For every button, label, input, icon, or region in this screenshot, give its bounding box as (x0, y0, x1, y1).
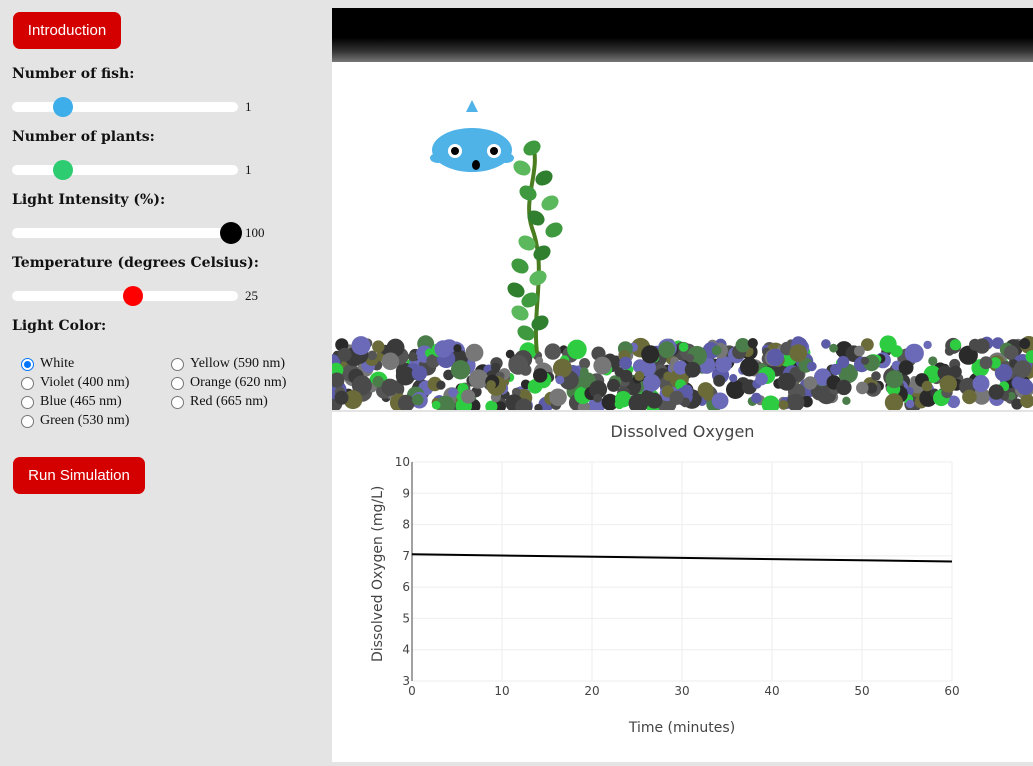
radio-green-label: Green (530 nm) (40, 413, 130, 428)
radio-violet-label: Violet (400 nm) (40, 375, 130, 390)
radio-red-circle[interactable] (171, 395, 184, 409)
control-panel: Introduction Number of fish: 1 Number of… (0, 0, 332, 766)
plant-icon (507, 140, 563, 354)
x-tick-label: 50 (854, 684, 869, 698)
chart-plot: 3 4 5 6 7 8 9 10 0 10 20 30 40 50 60 (395, 455, 960, 698)
temperature-label: Temperature (degrees Celsius): (12, 255, 259, 271)
radio-yellow-label: Yellow (590 nm) (190, 356, 286, 371)
radio-white-circle[interactable] (21, 357, 34, 371)
radio-orange-circle[interactable] (171, 376, 184, 390)
y-axis-title: Dissolved Oxygen (mg/L) (370, 485, 386, 662)
fish-slider[interactable] (12, 97, 238, 117)
x-tick-label: 0 (408, 684, 416, 698)
radio-orange-label: Orange (620 nm) (190, 375, 287, 390)
y-tick-label: 7 (402, 549, 410, 563)
radio-blue-label: Blue (465 nm) (40, 394, 122, 409)
temperature-slider-thumb[interactable] (123, 286, 144, 306)
y-tick-label: 8 (402, 518, 410, 532)
radio-green-circle[interactable] (21, 414, 34, 428)
introduction-button[interactable]: Introduction (13, 12, 121, 49)
radio-red-label: Red (665 nm) (190, 394, 268, 409)
temperature-value: 25 (245, 288, 258, 303)
radio-blue-circle[interactable] (21, 395, 34, 409)
plants-label: Number of plants: (12, 129, 155, 145)
radio-red[interactable]: Red (665 nm) (171, 394, 268, 410)
aquarium-tank (332, 8, 1033, 410)
x-tick-label: 10 (494, 684, 509, 698)
aquarium-scene (332, 100, 1033, 410)
y-tick-label: 3 (402, 674, 410, 688)
radio-green[interactable]: Green (530 nm) (21, 413, 129, 429)
radio-white[interactable]: White (21, 356, 74, 372)
fish-icon (430, 100, 514, 172)
oxygen-chart: Dissolved Oxygen 3 4 5 6 7 8 9 10 0 10 20 30 40 50 60 … (332, 412, 1033, 762)
y-tick-label: 9 (402, 486, 410, 500)
y-tick-label: 10 (395, 455, 410, 469)
temperature-slider[interactable] (12, 286, 238, 306)
radio-white-label: White (40, 356, 75, 371)
fish-slider-thumb[interactable] (53, 97, 74, 117)
x-tick-label: 30 (674, 684, 689, 698)
fish-value: 1 (245, 99, 252, 114)
plants-slider-thumb[interactable] (53, 160, 74, 180)
radio-orange[interactable]: Orange (620 nm) (171, 375, 286, 391)
run-simulation-button[interactable]: Run Simulation (13, 457, 145, 494)
light-intensity-slider[interactable] (12, 222, 242, 244)
y-tick-label: 6 (402, 580, 410, 594)
radio-violet-circle[interactable] (21, 376, 34, 390)
x-tick-label: 20 (584, 684, 599, 698)
x-axis-title: Time (minutes) (628, 720, 736, 736)
chart-title: Dissolved Oxygen (610, 422, 755, 441)
gravel-bed (332, 335, 1033, 410)
light-intensity-label: Light Intensity (%): (12, 192, 166, 208)
fish-label: Number of fish: (12, 66, 135, 82)
y-tick-label: 5 (402, 611, 410, 625)
radio-blue[interactable]: Blue (465 nm) (21, 394, 122, 410)
series-line (411, 553, 953, 563)
x-tick-label: 60 (944, 684, 959, 698)
light-intensity-value: 100 (245, 225, 265, 240)
radio-yellow[interactable]: Yellow (590 nm) (171, 356, 285, 372)
y-tick-label: 4 (402, 643, 410, 657)
light-intensity-slider-thumb[interactable] (220, 222, 242, 244)
plants-value: 1 (245, 162, 252, 177)
plants-slider[interactable] (12, 160, 238, 180)
radio-violet[interactable]: Violet (400 nm) (21, 375, 129, 391)
light-color-label: Light Color: (12, 318, 107, 334)
radio-yellow-circle[interactable] (171, 357, 184, 371)
x-tick-label: 40 (764, 684, 779, 698)
tank-lid (332, 8, 1033, 62)
